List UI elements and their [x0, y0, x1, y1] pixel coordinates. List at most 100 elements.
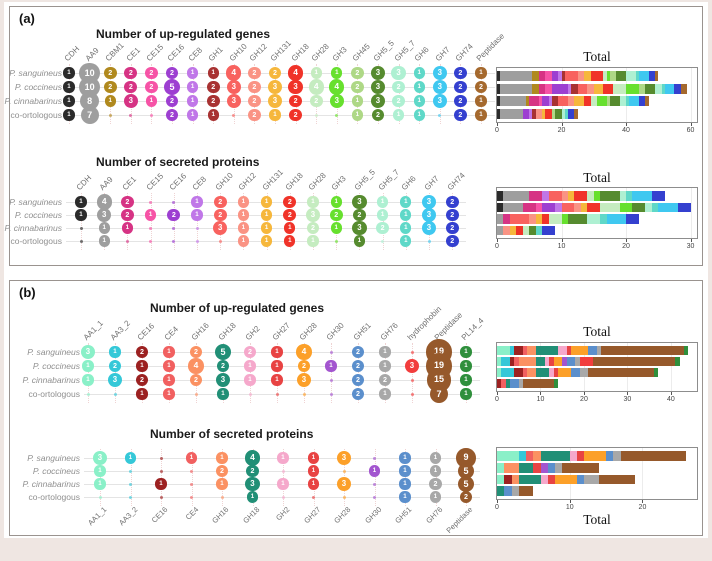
- matrix-dot: 1: [163, 388, 175, 400]
- column-guideline: [169, 343, 170, 403]
- bar-segment: [511, 474, 519, 485]
- matrix-dot: 1: [237, 196, 249, 208]
- bar-segment: [574, 108, 578, 119]
- column-guideline: [254, 64, 256, 124]
- chart-gridline: [690, 188, 692, 238]
- matrix-dot: 2: [351, 387, 365, 401]
- bar-segment: [500, 71, 533, 82]
- column-label: CE1: [121, 174, 139, 192]
- matrix-dot: 1: [145, 95, 157, 107]
- bar-segment: [497, 191, 504, 201]
- column-guideline: [161, 449, 162, 506]
- bar-segment: [500, 83, 533, 94]
- section-title-a-secreted: Number of secreted proteins: [96, 155, 260, 169]
- matrix-dot: 3: [432, 79, 447, 95]
- bar-segment: [584, 474, 599, 485]
- column-label: GH2: [274, 505, 292, 523]
- bar-segment: [561, 191, 568, 201]
- matrix-dot: 3: [80, 344, 96, 360]
- bar-segment: [497, 96, 501, 107]
- chart-title: Total: [583, 49, 611, 64]
- matrix-dot: 2: [392, 94, 406, 108]
- bar-segment: [538, 83, 546, 94]
- column-guideline: [250, 343, 251, 403]
- bar-segment: [511, 486, 519, 496]
- row-label: P. coccineus: [32, 466, 80, 476]
- matrix-dot: 1: [284, 235, 296, 247]
- matrix-zero-dot: [79, 226, 83, 230]
- bar-segment: [527, 368, 537, 377]
- matrix-dot: 1: [75, 209, 87, 221]
- matrix-dot: 2: [206, 80, 220, 94]
- column-guideline: [243, 193, 245, 250]
- matrix-zero-dot: [159, 495, 163, 499]
- matrix-zero-dot: [275, 392, 279, 396]
- matrix-dot: 4: [308, 79, 324, 95]
- matrix-dot: 2: [329, 208, 343, 222]
- matrix-dot: 3: [391, 65, 406, 81]
- panel-a-label: (a): [19, 11, 35, 26]
- matrix-dot: 1: [63, 109, 75, 121]
- matrix-dot: 2: [351, 345, 365, 359]
- row-label: P. coccineus: [14, 82, 62, 92]
- bar-segment: [584, 451, 607, 461]
- bar-segment: [579, 357, 593, 366]
- matrix-dot: 7: [80, 105, 99, 125]
- column-guideline: [295, 64, 297, 124]
- matrix-dot: 1: [277, 452, 289, 464]
- matrix-dot: 1: [310, 67, 322, 79]
- section-title-b-upregulated: Number of up-regulated genes: [150, 301, 325, 315]
- matrix-dot: 2: [378, 373, 392, 387]
- bar-segment: [551, 83, 568, 94]
- matrix-zero-dot: [149, 113, 153, 117]
- panel-b: (b) Number of up-regulated genes Number …: [9, 280, 703, 536]
- matrix-zero-dot: [98, 495, 102, 499]
- bar-segment: [569, 451, 577, 461]
- bar-segment: [545, 71, 552, 82]
- bar-segment: [561, 108, 565, 119]
- matrix-dot: 3: [245, 476, 260, 492]
- matrix-dot: 1: [75, 196, 87, 208]
- bar-segment: [580, 202, 588, 212]
- axis-tick-label: 0: [495, 504, 499, 511]
- matrix-dot: 1: [191, 209, 203, 221]
- bar-segment: [597, 96, 607, 107]
- column-guideline: [277, 343, 278, 403]
- matrix-dot: 1: [307, 235, 319, 247]
- row-label: co-ortologous: [10, 236, 62, 246]
- matrix-zero-dot: [410, 378, 414, 382]
- matrix-dot: 1: [136, 388, 148, 400]
- panel-a: (a) Number of up-regulated genes Number …: [5, 6, 703, 266]
- column-label: GH5_7: [376, 167, 401, 192]
- matrix-dot: 1: [330, 222, 342, 234]
- matrix-dot: 1: [307, 478, 320, 490]
- bar-segment: [587, 214, 601, 224]
- axis-tick: [561, 123, 563, 126]
- matrix-dot: 2: [351, 359, 365, 373]
- column-guideline: [452, 193, 454, 250]
- bar-segment: [613, 83, 627, 94]
- matrix-dot: 1: [187, 67, 199, 79]
- row-label: P. sanguineus: [27, 347, 80, 357]
- bar-segment: [574, 96, 585, 107]
- bar-segment: [577, 451, 585, 461]
- matrix-zero-dot: [281, 495, 285, 499]
- matrix-dot: 2: [445, 208, 459, 222]
- matrix-dot: 1: [163, 374, 175, 386]
- axis-tick: [583, 392, 585, 395]
- matrix-zero-dot: [149, 226, 153, 230]
- column-label: GH27: [270, 320, 292, 342]
- bar-segment: [626, 191, 633, 201]
- matrix-dot: 1: [368, 465, 381, 477]
- matrix-dot: 2: [124, 80, 138, 94]
- matrix-zero-dot: [342, 495, 346, 499]
- bar-segment: [497, 225, 504, 235]
- matrix-dot: 1: [460, 388, 472, 400]
- matrix-zero-dot: [373, 456, 376, 460]
- matrix-dot: 1: [191, 196, 203, 208]
- matrix-dot: 1: [400, 235, 412, 247]
- matrix-dot: 1: [163, 346, 175, 358]
- column-guideline: [151, 64, 153, 124]
- bar-segment: [553, 357, 563, 366]
- bar-segment: [535, 108, 543, 119]
